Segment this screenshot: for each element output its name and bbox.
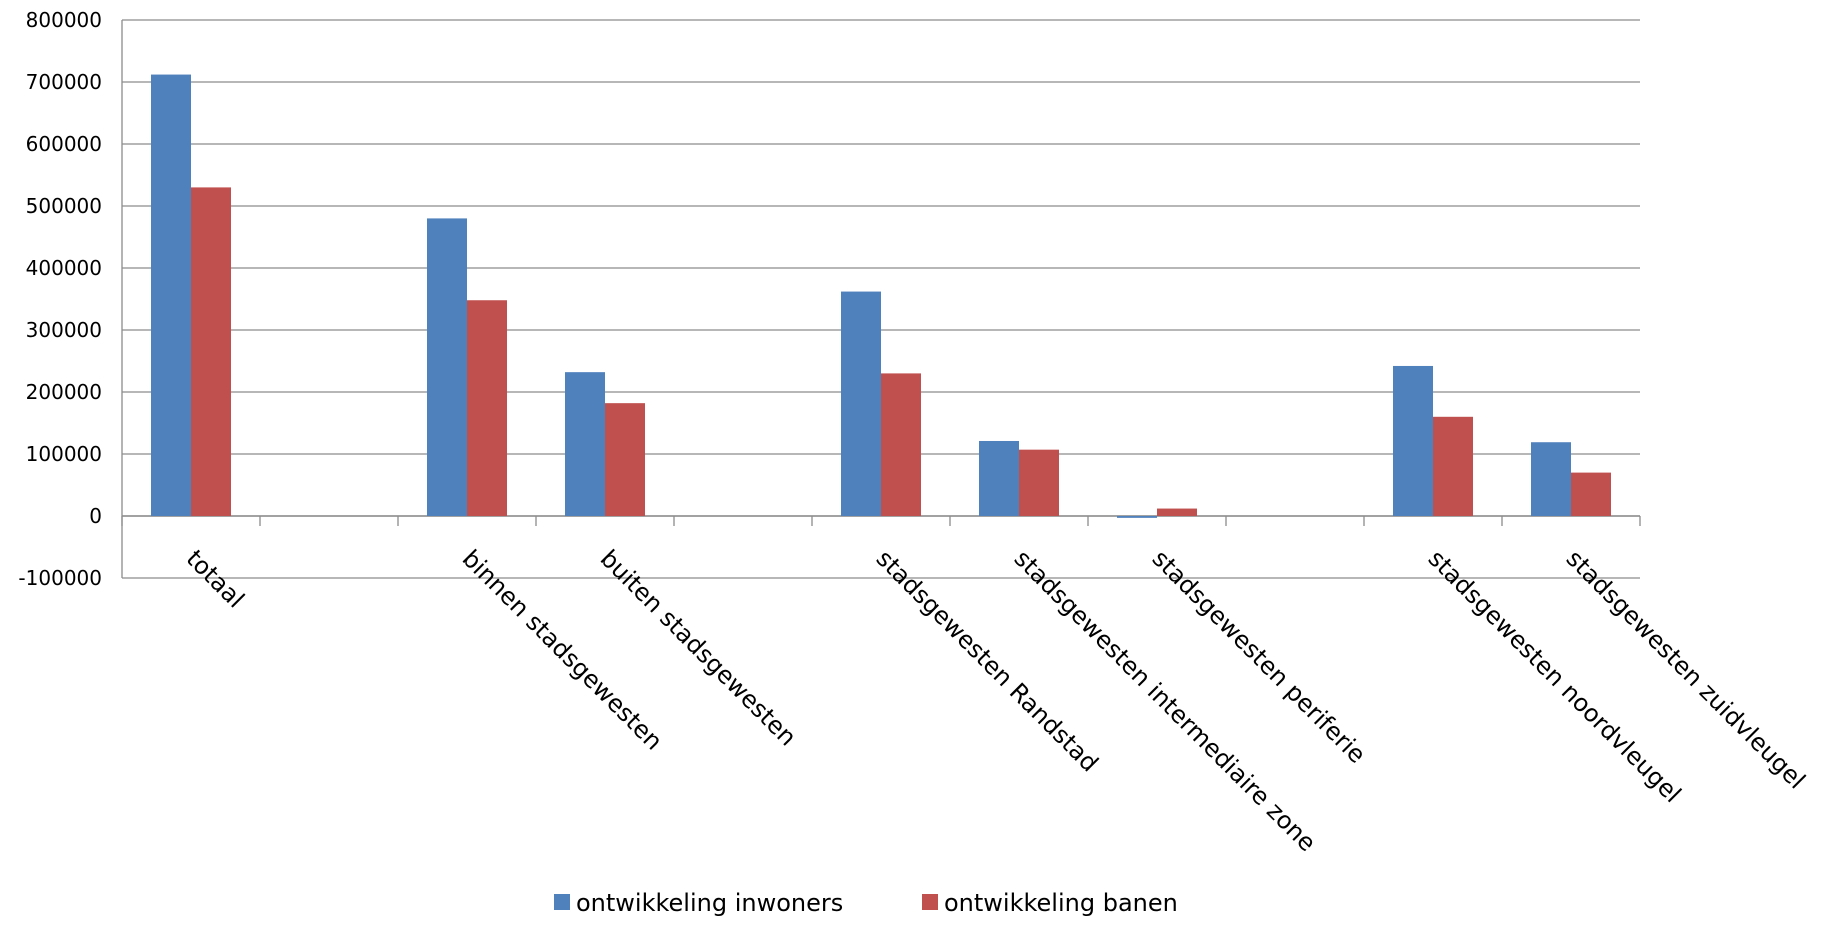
bar-inwoners-0 xyxy=(151,74,191,516)
bar-banen-3 xyxy=(605,403,645,516)
bar-banen-10 xyxy=(1571,472,1611,516)
bar-inwoners-9 xyxy=(1393,365,1433,516)
y-tick-label: 400000 xyxy=(26,256,102,280)
bar-banen-7 xyxy=(1157,508,1197,516)
bar-banen-0 xyxy=(191,187,231,516)
y-tick-label: 100000 xyxy=(26,442,102,466)
y-tick-label: 500000 xyxy=(26,194,102,218)
legend-label: ontwikkeling banen xyxy=(944,889,1178,917)
bars xyxy=(151,74,1611,518)
y-tick-label: 800000 xyxy=(26,8,102,32)
x-category-label: stadsgewesten zuidvleugel xyxy=(1561,544,1811,794)
legend-label: ontwikkeling inwoners xyxy=(576,889,843,917)
bar-inwoners-6 xyxy=(979,440,1019,516)
x-category-label: stadsgewesten noordvleugel xyxy=(1423,544,1687,808)
bar-banen-9 xyxy=(1433,416,1473,516)
y-tick-label: -100000 xyxy=(18,566,102,590)
bar-inwoners-2 xyxy=(427,218,467,516)
bar-inwoners-5 xyxy=(841,291,881,516)
legend-swatch xyxy=(554,894,570,910)
x-category-label: stadsgewesten Randstad xyxy=(871,544,1104,777)
bar-banen-5 xyxy=(881,373,921,516)
x-category-label: totaal xyxy=(181,544,250,613)
legend-swatch xyxy=(922,894,938,910)
bar-banen-2 xyxy=(467,300,507,516)
y-axis-tick-labels: 800000 700000 600000 500000 400000 300000 2000… xyxy=(18,8,102,590)
y-tick-label: 200000 xyxy=(26,380,102,404)
y-tick-label: 600000 xyxy=(26,132,102,156)
bar-inwoners-10 xyxy=(1531,442,1571,516)
bar-banen-6 xyxy=(1019,449,1059,516)
bar-inwoners-3 xyxy=(565,372,605,516)
y-tick-label: 700000 xyxy=(26,70,102,94)
x-axis xyxy=(121,515,1641,526)
y-tick-label: 300000 xyxy=(26,318,102,342)
x-category-label: stadsgewesten intermediaire zone xyxy=(1009,544,1322,857)
bar-inwoners-7 xyxy=(1117,516,1157,518)
y-tick-label: 0 xyxy=(89,504,102,528)
legend: ontwikkeling inwoners ontwikkeling banen xyxy=(554,889,1178,917)
